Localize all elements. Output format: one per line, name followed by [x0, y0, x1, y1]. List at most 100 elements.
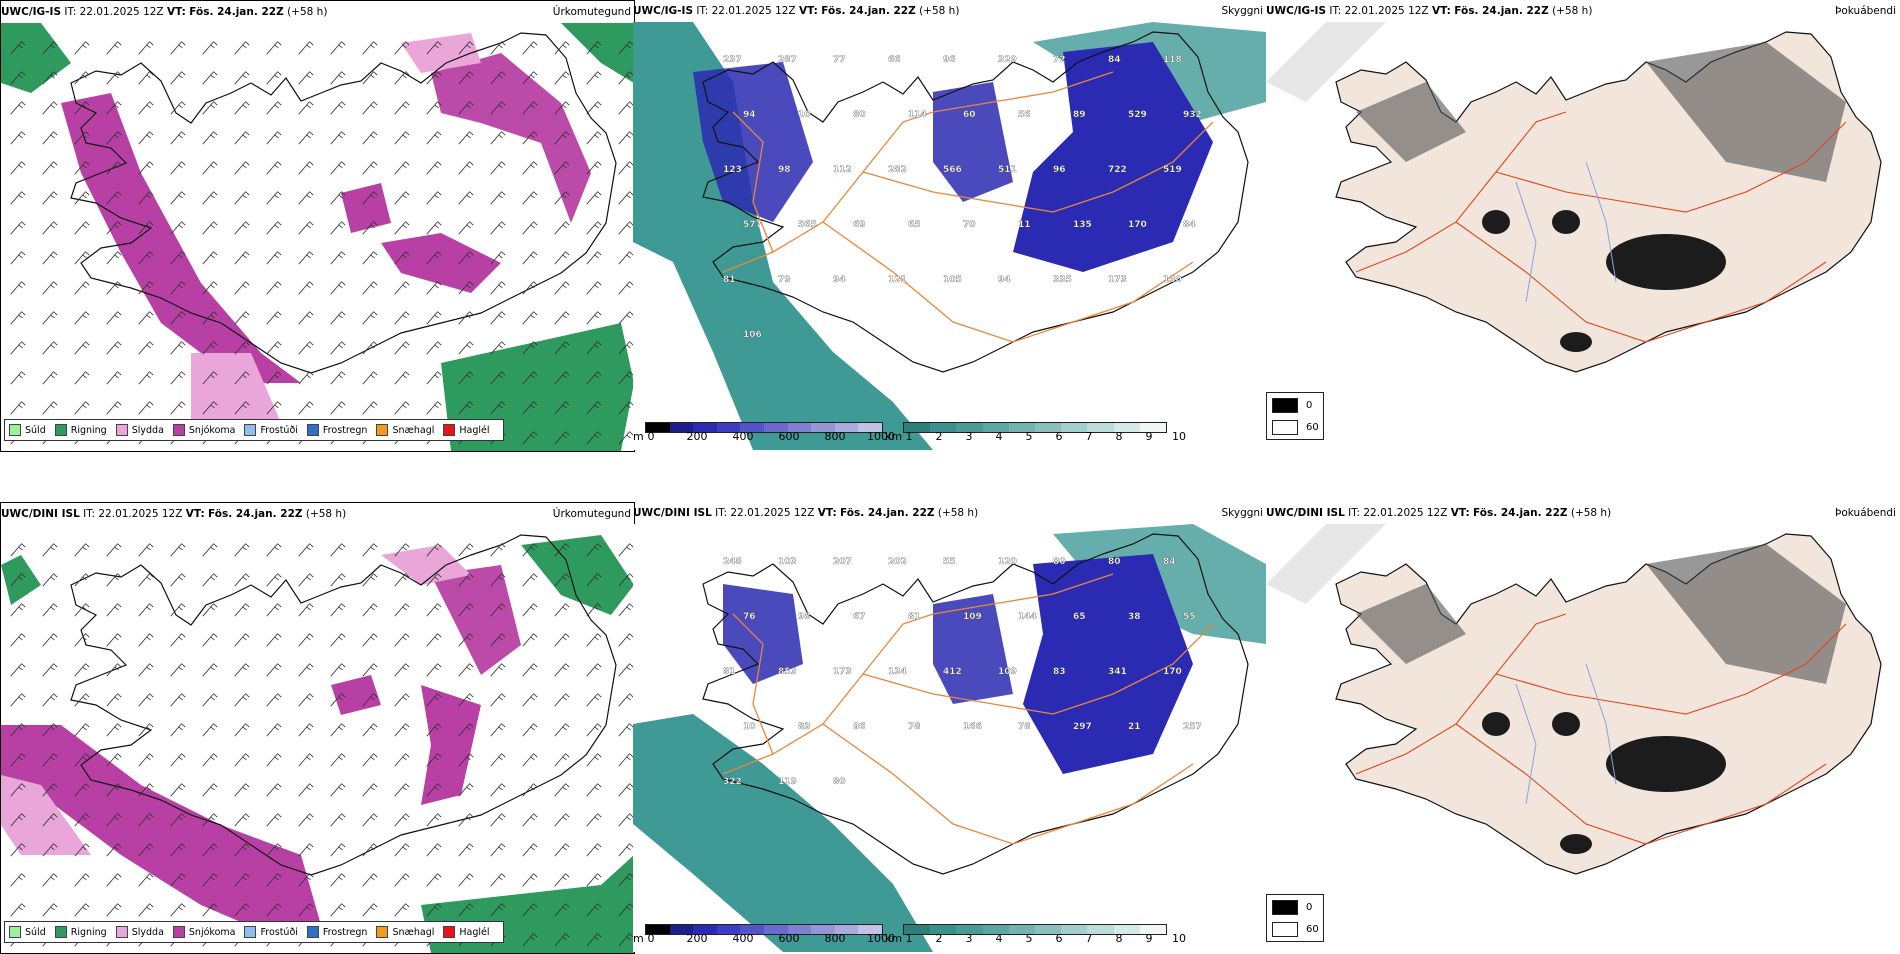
it-label: IT:	[83, 508, 96, 520]
legend-item: Slydda	[115, 926, 164, 938]
ceiling-color-step	[716, 925, 741, 934]
legend-label: Frostúði	[260, 424, 298, 436]
ceiling-value-label: 66	[888, 55, 901, 65]
visibility-color-step	[1008, 925, 1035, 934]
ceiling-value-label: 81	[723, 275, 736, 285]
legend-swatch	[443, 424, 456, 436]
ceiling-value-label: 83	[798, 722, 811, 732]
it-label: IT:	[715, 507, 728, 519]
visibility-tick: 2	[935, 430, 943, 443]
ceiling-value-label: 38	[1128, 612, 1141, 622]
legend-item: Haglél	[443, 926, 490, 938]
ceiling-value-label: 335	[1053, 275, 1072, 285]
legend-item: Frostúði	[244, 926, 298, 938]
fog-legend-swatch	[1272, 398, 1298, 413]
fog-legend-label: 60	[1306, 422, 1319, 433]
ceiling-value-label: 76	[743, 612, 756, 622]
ceiling-value-label: 78	[1018, 722, 1031, 732]
ceiling-tick: 800	[824, 430, 846, 443]
lead-time: (+58 h)	[305, 508, 347, 520]
ceiling-tick: 400	[732, 430, 754, 443]
roads	[722, 573, 1214, 845]
legend-item: Snæhagl	[376, 424, 434, 436]
vt-label: VT:	[798, 5, 818, 17]
ceiling-value-label: 120	[998, 557, 1017, 567]
ceiling-value-label: 341	[1108, 667, 1127, 677]
ceiling-value-label: 65	[908, 220, 921, 230]
ceiling-color-step	[646, 423, 670, 432]
fog-legend-row: 0	[1272, 398, 1312, 413]
lead-time: (+58 h)	[1570, 507, 1612, 519]
legend-swatch	[115, 926, 128, 938]
ceiling-value-label: 55	[943, 557, 956, 567]
map-canvas	[1266, 524, 1899, 952]
map-panel-ptype: UWC/DINI ISL IT: 22.01.2025 12Z VT: Fös.…	[0, 502, 635, 954]
it-value: 22.01.2025 12Z	[730, 507, 815, 519]
map-canvas	[1, 525, 634, 953]
ceiling-value-label: 166	[963, 722, 982, 732]
ceiling-value-label: 81	[908, 612, 921, 622]
it-label: IT:	[696, 5, 709, 17]
ceiling-value-label: 98	[798, 612, 811, 622]
visibility-field	[633, 22, 1266, 450]
visibility-field	[633, 524, 1266, 952]
legend-swatch	[306, 926, 319, 938]
ceiling-tick: 600	[778, 430, 800, 443]
visibility-tick: 6	[1055, 932, 1063, 945]
fog-legend-swatch	[1272, 420, 1298, 435]
model-name: UWC/DINI ISL	[1, 508, 80, 520]
ceiling-value-label: 207	[833, 557, 852, 567]
model-name: UWC/DINI ISL	[1266, 507, 1345, 519]
ceiling-color-step	[740, 423, 764, 432]
visibility-color-step	[930, 925, 957, 934]
visibility-color-step	[956, 423, 983, 432]
visibility-tick: 7	[1085, 932, 1093, 945]
ceiling-labels: 237 287 77 66 96 329 72 84 118 94 10 80 114 60 56 89 529…	[723, 55, 1202, 340]
visibility-tick: 5	[1025, 430, 1033, 443]
ceiling-value-label: 170	[1163, 667, 1182, 677]
legend-swatch	[9, 424, 21, 436]
lead-time: (+58 h)	[287, 6, 328, 18]
visibility-color-step	[1139, 925, 1166, 934]
visibility-colorbar: km 1 2 3 4 5 6 7 8 9 10	[885, 422, 1186, 446]
panel-header: UWC/DINI ISL IT: 22.01.2025 12Z VT: Fös.…	[1266, 502, 1899, 524]
visibility-colorbar-scale	[903, 924, 1167, 935]
precip-field	[1, 535, 634, 953]
vt-value: Fös. 24.jan. 22Z	[840, 507, 935, 519]
fog-legend-row: 0	[1272, 900, 1312, 915]
fog-field	[1266, 524, 1882, 875]
parameter-name: Úrkomutegund	[552, 508, 631, 520]
legend-swatch	[54, 424, 67, 436]
ceiling-value-label: 96	[853, 722, 866, 732]
it-value: 22.01.2025 12Z	[79, 6, 164, 18]
ceiling-value-label: 722	[1108, 165, 1127, 175]
ceiling-color-step	[740, 925, 764, 934]
ceiling-value-label: 77	[833, 55, 846, 65]
ceiling-color-step	[787, 925, 812, 934]
ceiling-value-label: 329	[998, 55, 1017, 65]
legend-item: Rigning	[54, 424, 107, 436]
legend-label: Súld	[25, 424, 46, 436]
fog-legend-row: 60	[1272, 420, 1319, 435]
map-area	[1, 23, 634, 451]
ceiling-value-label: 84	[1108, 55, 1121, 65]
ceiling-labels: 248 103 207 202 55 120 80 80 84 76 98 67 81 109 144 65 3…	[723, 557, 1202, 787]
vt-value: Fös. 24.jan. 22Z	[821, 5, 916, 17]
ceiling-value-label: 79	[778, 275, 791, 285]
ceiling-value-label: 10	[798, 110, 811, 120]
panel-header: UWC/IG-IS IT: 22.01.2025 12Z VT: Fös. 24…	[1266, 0, 1899, 22]
ceiling-value-label: 565	[798, 220, 817, 230]
legend-label: Rigning	[70, 424, 107, 436]
visibility-tick: 4	[995, 430, 1003, 443]
ceiling-value-label: 109	[998, 667, 1017, 677]
map-panel-fog: UWC/DINI ISL IT: 22.01.2025 12Z VT: Fös.…	[1266, 502, 1899, 952]
ceiling-tick: 0	[647, 932, 655, 945]
fog-legend-swatch	[1272, 900, 1298, 915]
ceiling-value-label: 119	[778, 777, 797, 787]
roads	[722, 71, 1214, 343]
legend-label: Snæhagl	[392, 926, 435, 938]
legend-label: Frostregn	[322, 424, 368, 436]
visibility-color-step	[1008, 423, 1035, 432]
visibility-tick: 10	[1172, 430, 1186, 443]
